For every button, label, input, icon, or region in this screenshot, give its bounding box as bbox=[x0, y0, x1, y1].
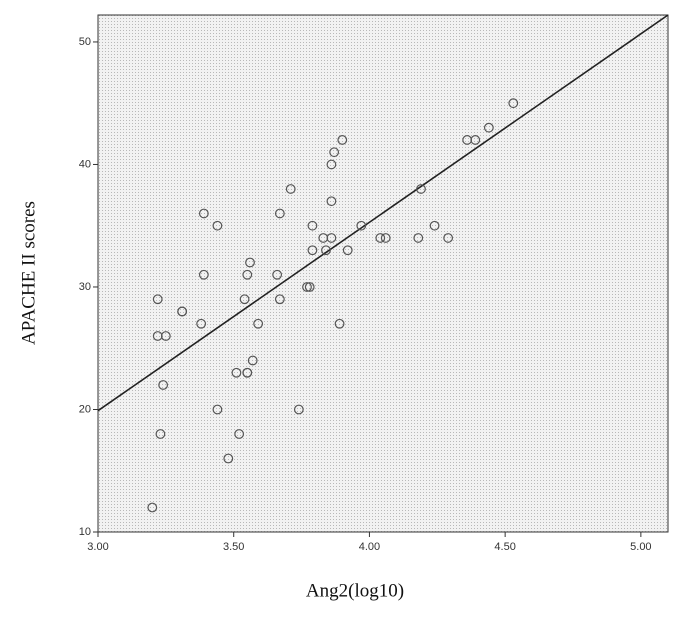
plot-area bbox=[97, 14, 669, 533]
point bbox=[429, 220, 440, 231]
point bbox=[242, 367, 253, 378]
point bbox=[152, 294, 163, 305]
point bbox=[470, 135, 481, 145]
point bbox=[334, 318, 345, 329]
point bbox=[483, 122, 494, 133]
y-tick-label: 50 bbox=[79, 36, 91, 48]
point bbox=[329, 147, 340, 158]
x-tick-label: 4.50 bbox=[494, 541, 515, 553]
point bbox=[242, 269, 253, 280]
point bbox=[342, 245, 353, 256]
y-axis-label: APACHE II scores bbox=[18, 201, 39, 345]
point bbox=[321, 245, 331, 256]
point bbox=[198, 208, 209, 219]
y-tick-label: 20 bbox=[79, 403, 91, 415]
point bbox=[443, 233, 454, 243]
point bbox=[326, 159, 337, 170]
point bbox=[380, 233, 391, 243]
point bbox=[155, 429, 166, 439]
point bbox=[274, 294, 285, 305]
point bbox=[158, 380, 169, 390]
y-tick-label: 40 bbox=[79, 158, 91, 170]
point bbox=[177, 306, 188, 317]
point bbox=[285, 184, 296, 194]
point bbox=[239, 294, 250, 305]
point bbox=[253, 318, 264, 329]
point bbox=[307, 220, 318, 231]
point bbox=[337, 135, 348, 145]
point bbox=[416, 184, 426, 194]
x-tick-label: 3.50 bbox=[223, 541, 244, 553]
point bbox=[212, 220, 223, 231]
point bbox=[196, 318, 207, 329]
point bbox=[307, 245, 318, 256]
point bbox=[293, 404, 304, 415]
point bbox=[375, 233, 386, 243]
point bbox=[147, 502, 158, 513]
y-tick-label: 30 bbox=[79, 281, 91, 293]
point bbox=[247, 355, 258, 366]
point bbox=[302, 282, 312, 292]
point bbox=[356, 220, 367, 231]
point bbox=[272, 269, 283, 280]
y-tick-label: 10 bbox=[79, 526, 91, 538]
point bbox=[231, 367, 242, 378]
point bbox=[223, 453, 234, 464]
x-tick-label: 4.00 bbox=[359, 541, 380, 553]
point bbox=[198, 269, 209, 280]
point bbox=[326, 233, 337, 243]
point bbox=[508, 98, 519, 109]
point bbox=[413, 233, 424, 243]
fit-line bbox=[97, 14, 669, 412]
point bbox=[304, 282, 315, 292]
point bbox=[245, 257, 255, 268]
point bbox=[326, 196, 337, 207]
point bbox=[160, 331, 171, 341]
x-tick-label: 3.00 bbox=[87, 541, 108, 553]
point bbox=[274, 208, 285, 219]
point bbox=[234, 429, 245, 439]
x-axis-label: Ang2(log10) bbox=[306, 580, 404, 601]
point bbox=[212, 404, 223, 415]
x-tick-label: 5.00 bbox=[630, 541, 651, 553]
